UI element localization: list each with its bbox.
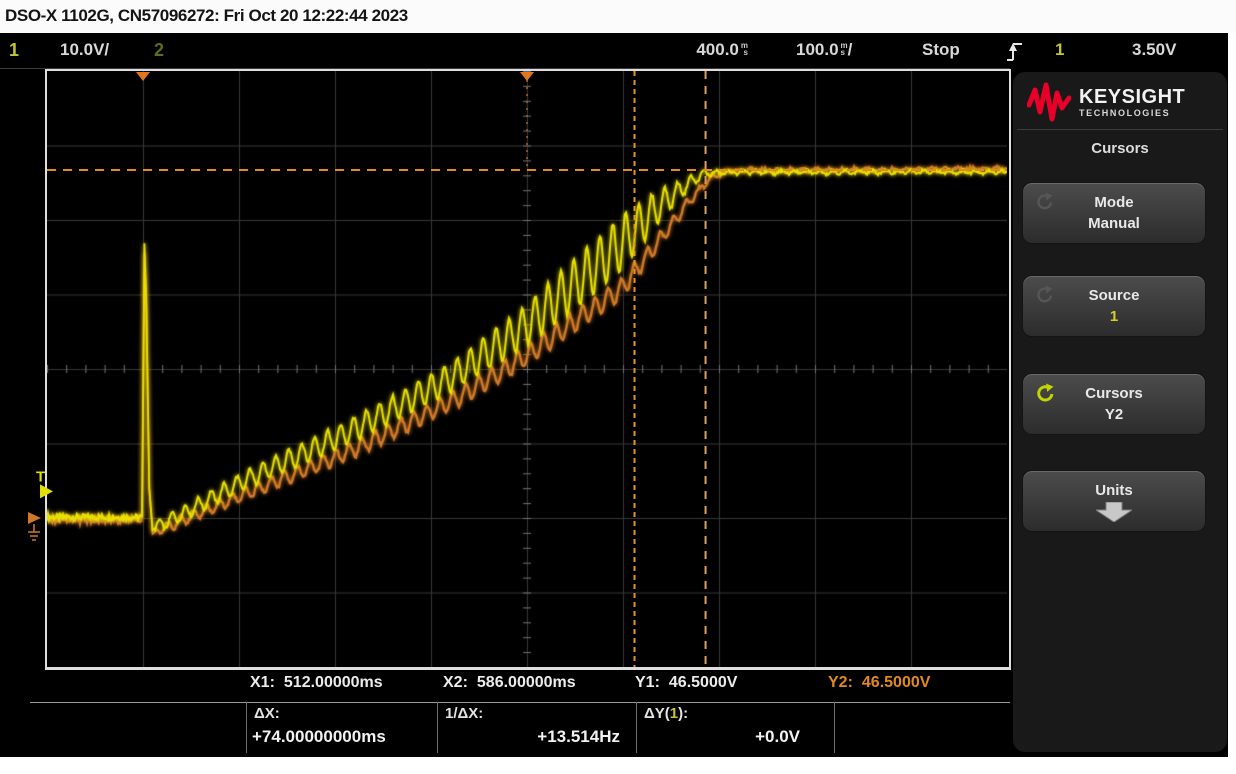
softkey-mode[interactable]: Mode Manual [1022,182,1206,244]
softkey-value: Y2 [1104,406,1124,423]
brand-subtitle: TECHNOLOGIES [1079,107,1171,118]
timebase-readout: 100.0 m s / [796,40,853,59]
inv-delta-x-value: +13.514Hz [537,727,620,746]
softkey-cursors[interactable]: Cursors Y2 [1022,373,1206,435]
delta-x-label: ΔX: [254,705,280,722]
cursor-y2-readout: Y2: 46.5000V [828,674,931,691]
trigger-source: 1 [1055,40,1065,59]
softkey-label: Cursors [1085,385,1143,402]
softkey-value: 1 [1109,308,1119,325]
sidebar-divider [1017,129,1223,130]
cell-divider [834,702,835,753]
delta-x-value: +74.00000000ms [252,727,386,746]
time-position-readout: 400.0 m s [696,40,748,59]
cell-divider [246,702,247,753]
measure-row-divider [30,702,1010,703]
cursor-x1-readout: X1: 512.00000ms [250,674,383,691]
keysight-spark-icon [1027,82,1071,122]
channel1-scale[interactable]: 10.0V/ [60,40,110,59]
softkey-units[interactable]: Units [1022,470,1206,532]
softkey-sidebar: KEYSIGHT TECHNOLOGIES Cursors Mode Manua… [1013,72,1227,752]
cell-divider [636,702,637,753]
softkey-label: Units [1095,482,1133,499]
down-arrow-icon [1094,501,1134,523]
softkey-label: Mode [1094,194,1134,211]
channel1-badge[interactable]: 1 [9,40,20,60]
delta-y-value: +0.0V [755,727,800,746]
instrument-title: DSO-X 1102G, CN57096272: Fri Oct 20 12:2… [5,6,408,25]
title-bar: DSO-X 1102G, CN57096272: Fri Oct 20 12:2… [0,0,1236,33]
knob-icon [1037,285,1053,303]
knob-active-icon [1037,383,1054,402]
softkey-value: Manual [1088,215,1140,232]
delta-y-label: ΔY(1): [644,705,689,722]
cursor-y1-readout: Y1: 46.5000V [635,674,738,691]
keysight-logo: KEYSIGHT TECHNOLOGIES [1027,78,1217,126]
trigger-level: 3.50V [1132,40,1177,59]
brand-name: KEYSIGHT [1079,85,1186,108]
channel2-badge[interactable]: 2 [154,40,165,60]
edge-trigger-icon [1007,43,1022,61]
run-state[interactable]: Stop [922,40,960,59]
menu-title: Cursors [1091,140,1149,157]
waveform-canvas [47,71,1007,667]
cursor-x2-readout: X2: 586.00000ms [443,674,576,691]
inv-delta-x-label: 1/ΔX: [445,705,484,722]
cell-divider [437,702,438,753]
status-divider [0,68,1010,69]
softkey-source[interactable]: Source 1 [1022,275,1206,337]
softkey-label: Source [1088,287,1140,304]
delta-y-channel: 1 [669,705,679,722]
knob-icon [1037,192,1053,210]
